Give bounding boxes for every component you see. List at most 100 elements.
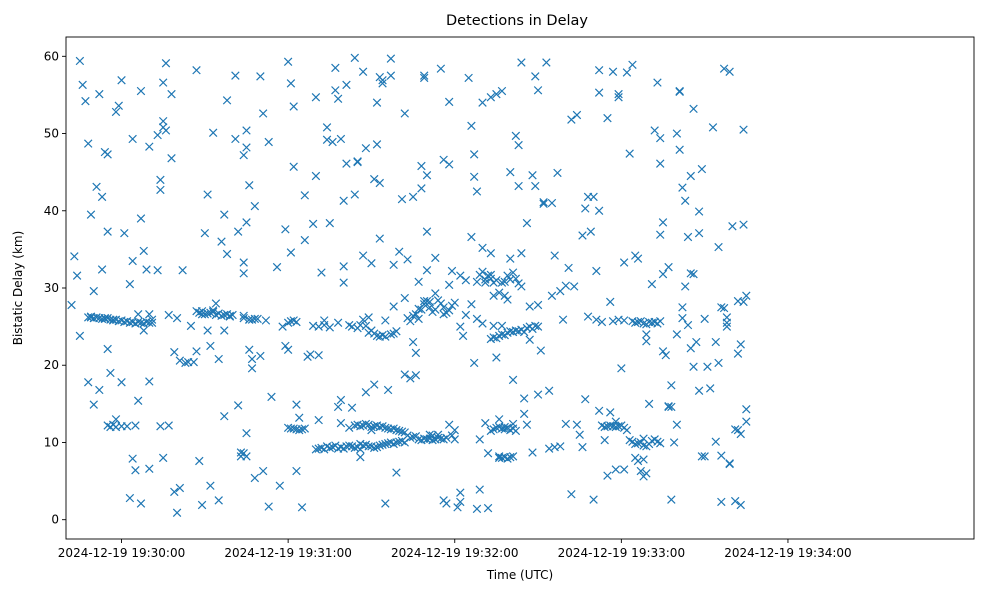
data-point [414,304,423,314]
data-point [339,196,348,205]
data-point [439,303,448,312]
data-point [544,386,554,395]
data-point [367,422,376,432]
y-tick-label: 60 [44,49,59,63]
data-point [506,167,515,177]
data-point [717,303,726,312]
data-point [547,291,557,300]
data-point [128,256,137,266]
data-point [97,314,107,324]
data-point [353,157,362,167]
data-point [172,508,182,517]
data-point [136,86,146,96]
data-point [295,413,304,422]
data-point [247,364,257,373]
data-point [608,316,618,326]
data-point [417,184,426,193]
data-point [489,291,498,300]
data-point [361,419,371,429]
data-point [161,126,171,135]
data-point [680,196,690,205]
data-point [111,415,121,424]
data-point [369,380,379,389]
data-point [517,249,526,258]
data-point [133,317,143,327]
x-tick-label: 2024-12-19 19:33:00 [558,546,685,560]
data-point [578,231,587,240]
data-point [472,187,482,196]
data-point [389,329,398,338]
data-point [497,86,507,96]
data-point [497,330,507,339]
data-point [283,57,293,66]
data-point [511,274,521,283]
data-point [708,123,718,132]
data-point [400,293,409,303]
data-point [220,210,229,219]
data-point [592,315,601,324]
data-point [136,214,146,223]
data-point [122,422,132,431]
data-point [417,305,426,314]
data-point [392,468,401,477]
y-tick-label: 40 [44,204,59,218]
data-point [539,199,548,209]
x-tick-label: 2024-12-19 19:31:00 [224,546,351,560]
x-axis-label: Time (UTC) [486,568,553,582]
data-point [669,438,679,447]
data-point [742,405,751,414]
data-point [358,251,368,260]
data-point [644,399,654,409]
data-point [136,499,146,508]
data-point [550,251,559,260]
data-point [114,101,123,110]
data-point [389,302,398,311]
data-point [689,104,698,114]
data-point [345,441,354,450]
data-point [497,278,507,287]
data-point [181,358,190,368]
data-point [456,322,465,331]
data-point [561,419,571,429]
y-tick-label: 30 [44,281,59,295]
data-point [422,266,432,275]
data-point [581,204,590,213]
data-point [472,504,482,514]
data-point [300,235,310,245]
data-point [245,181,254,190]
data-point [453,503,462,512]
data-point [75,331,85,341]
data-point [81,96,90,106]
data-point [375,178,384,188]
data-point [86,210,96,219]
data-point [78,80,87,90]
data-point [636,466,646,476]
data-point [522,218,532,228]
data-point [444,280,454,290]
data-point [483,503,493,513]
data-point [292,400,301,409]
data-point [472,277,482,287]
data-point [664,402,673,412]
data-point [175,483,185,493]
x-axis-ticks: 2024-12-19 19:30:00 2024-12-19 19:31:00 20… [58,539,852,560]
data-point [214,354,223,364]
data-point [245,345,254,355]
data-point [578,442,587,452]
data-point [325,443,335,453]
data-point [170,347,179,357]
data-point [378,440,387,450]
data-point [378,76,387,85]
data-point [189,357,198,367]
data-point [594,65,604,75]
data-point [675,87,684,97]
data-point [600,435,609,445]
data-point [711,437,720,446]
data-point [714,358,723,368]
data-point [392,438,401,447]
data-points-layer [67,53,751,517]
data-point [386,71,396,80]
data-point [736,500,745,510]
data-point [203,309,212,318]
data-point [694,228,704,238]
